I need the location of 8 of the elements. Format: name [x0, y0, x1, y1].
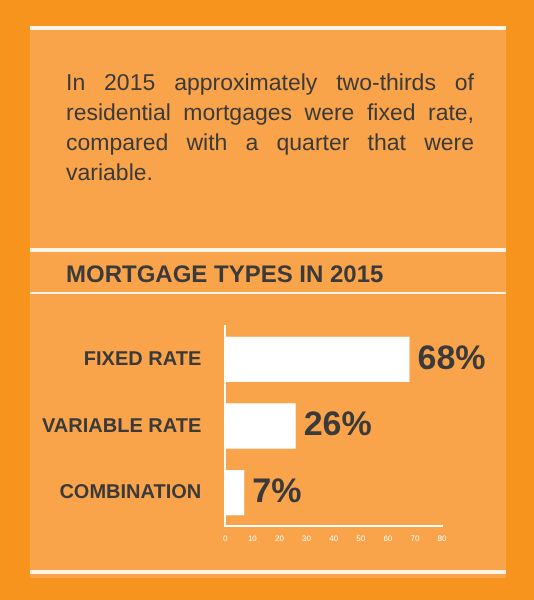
chart-subtitle: In 2015 approximately two-thirds of residential mortgages were fixed rate, compared with a quarter that were variable. [66, 70, 474, 190]
data-label: 26% [303, 405, 372, 444]
y-tick-label: COMBINATION [59, 482, 202, 505]
data-label: 68% [417, 338, 486, 377]
y-tick-label: FIXED RATE [83, 348, 202, 371]
chart-title: MORTGAGE TYPES IN 2015 [66, 260, 384, 288]
data-label: 7% [252, 472, 302, 511]
y-tick-label: VARIABLE RATE [41, 415, 202, 438]
